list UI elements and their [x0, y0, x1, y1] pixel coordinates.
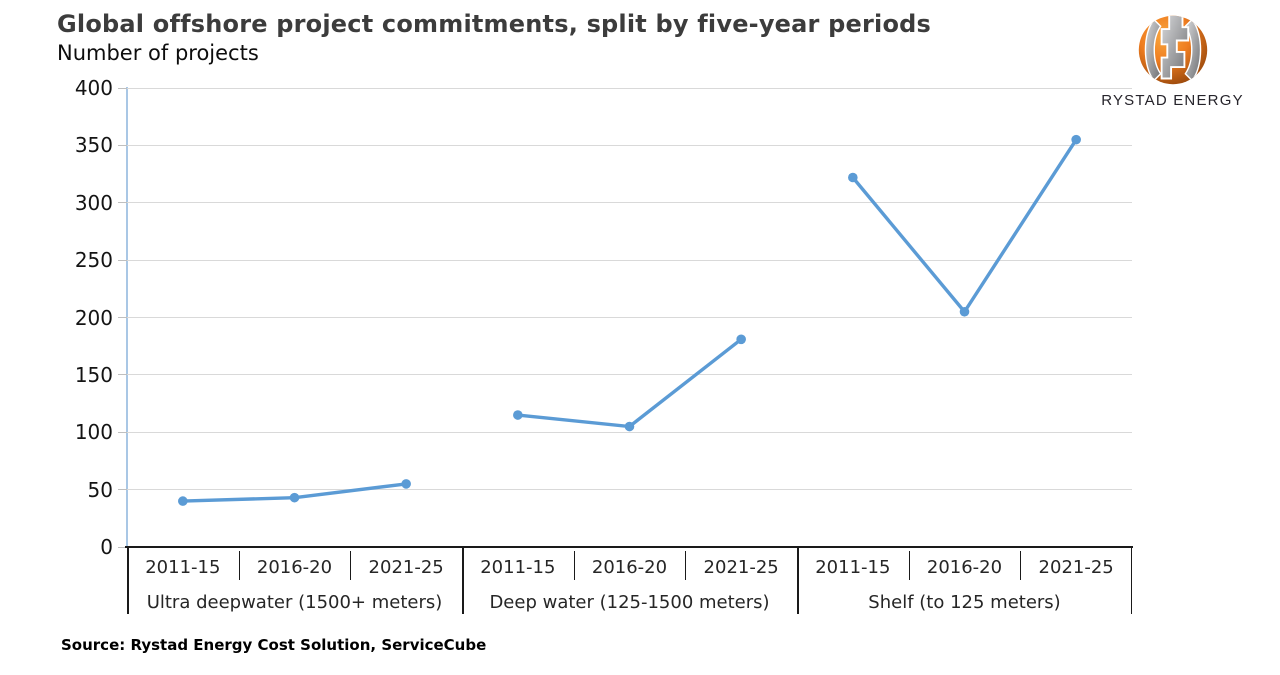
data-point-marker — [959, 306, 970, 317]
data-point-marker — [289, 492, 300, 503]
period-separator — [685, 551, 687, 580]
y-tick-label: 250 — [74, 248, 113, 273]
period-separator — [238, 551, 240, 580]
y-axis-labels: 0 50 100 150 200 250 300 350 400 — [0, 78, 113, 557]
group-separator — [462, 548, 464, 614]
y-axis-tick — [118, 489, 127, 491]
y-tick-label: 50 — [87, 477, 113, 502]
gridline — [127, 374, 1132, 376]
x-period-label: 2016-20 — [591, 557, 668, 578]
y-axis-tick — [118, 374, 127, 376]
series-layer — [178, 134, 1081, 506]
y-axis-tick — [118, 546, 127, 548]
group-separator — [127, 548, 129, 614]
period-separator — [908, 551, 910, 580]
data-point-marker — [401, 479, 411, 489]
period-separator — [573, 551, 575, 580]
data-point-marker — [1071, 134, 1081, 145]
y-tick-label: 400 — [74, 76, 113, 100]
x-group-label: Ultra deepwater (1500+ meters) — [146, 592, 443, 613]
data-point-marker — [624, 421, 635, 432]
group-separator — [797, 548, 799, 614]
x-group-label: Deep water (125-1500 meters) — [489, 592, 770, 613]
plot-area — [118, 87, 1132, 548]
source-note: Source: Rystad Energy Cost Solution, Ser… — [61, 636, 487, 654]
data-point-marker — [848, 172, 858, 183]
x-period-label: 2011-15 — [480, 557, 556, 578]
x-period-label: 2011-15 — [145, 557, 221, 578]
gridline — [127, 317, 1132, 318]
globe-icon — [1138, 15, 1207, 85]
y-tick-label: 300 — [74, 190, 113, 215]
x-axis-line — [125, 546, 1133, 548]
gridline — [127, 202, 1132, 204]
rystad-energy-logo: RYSTAD ENERGY — [1090, 12, 1255, 109]
x-period-label: 2021-25 — [1038, 557, 1114, 578]
data-point-marker — [513, 410, 523, 420]
y-axis-tick — [118, 431, 127, 433]
x-axis: 2011-15 2016-20 2021-25 Ultra deepwater (15… — [127, 548, 1132, 614]
x-period-label: 2016-20 — [256, 557, 333, 578]
x-period-label: 2021-25 — [703, 557, 779, 578]
y-axis-tick — [118, 202, 127, 204]
data-point-marker — [178, 496, 188, 506]
x-period-label: 2011-15 — [815, 557, 891, 578]
y-tick-label: 100 — [74, 420, 113, 445]
gridline — [127, 144, 1132, 146]
gridline — [127, 489, 1132, 491]
period-separator — [1020, 551, 1022, 580]
chart-title: Global offshore project commitments, spl… — [57, 10, 932, 38]
y-axis-tick — [118, 144, 127, 146]
y-tick-label: 150 — [74, 362, 113, 387]
series-line — [851, 137, 1078, 315]
logo-brand-text: RYSTAD ENERGY — [1101, 92, 1244, 109]
x-period-label: 2016-20 — [926, 557, 1003, 578]
x-group-label: Shelf (to 125 meters) — [868, 592, 1061, 613]
group-separator — [1130, 548, 1132, 614]
data-point-marker — [736, 334, 746, 345]
y-axis-tick — [118, 87, 127, 89]
period-separator — [350, 551, 352, 580]
y-axis-tick — [118, 259, 127, 261]
y-tick-label: 350 — [74, 133, 113, 158]
y-tick-label: 0 — [100, 535, 113, 559]
chart-subtitle: Number of projects — [57, 41, 259, 65]
gridline — [127, 259, 1132, 261]
x-period-label: 2021-25 — [368, 557, 444, 578]
gridline — [127, 87, 1132, 89]
gridline — [127, 431, 1132, 433]
y-tick-label: 200 — [74, 305, 113, 330]
y-axis-tick — [118, 317, 127, 318]
series-line — [516, 337, 743, 429]
